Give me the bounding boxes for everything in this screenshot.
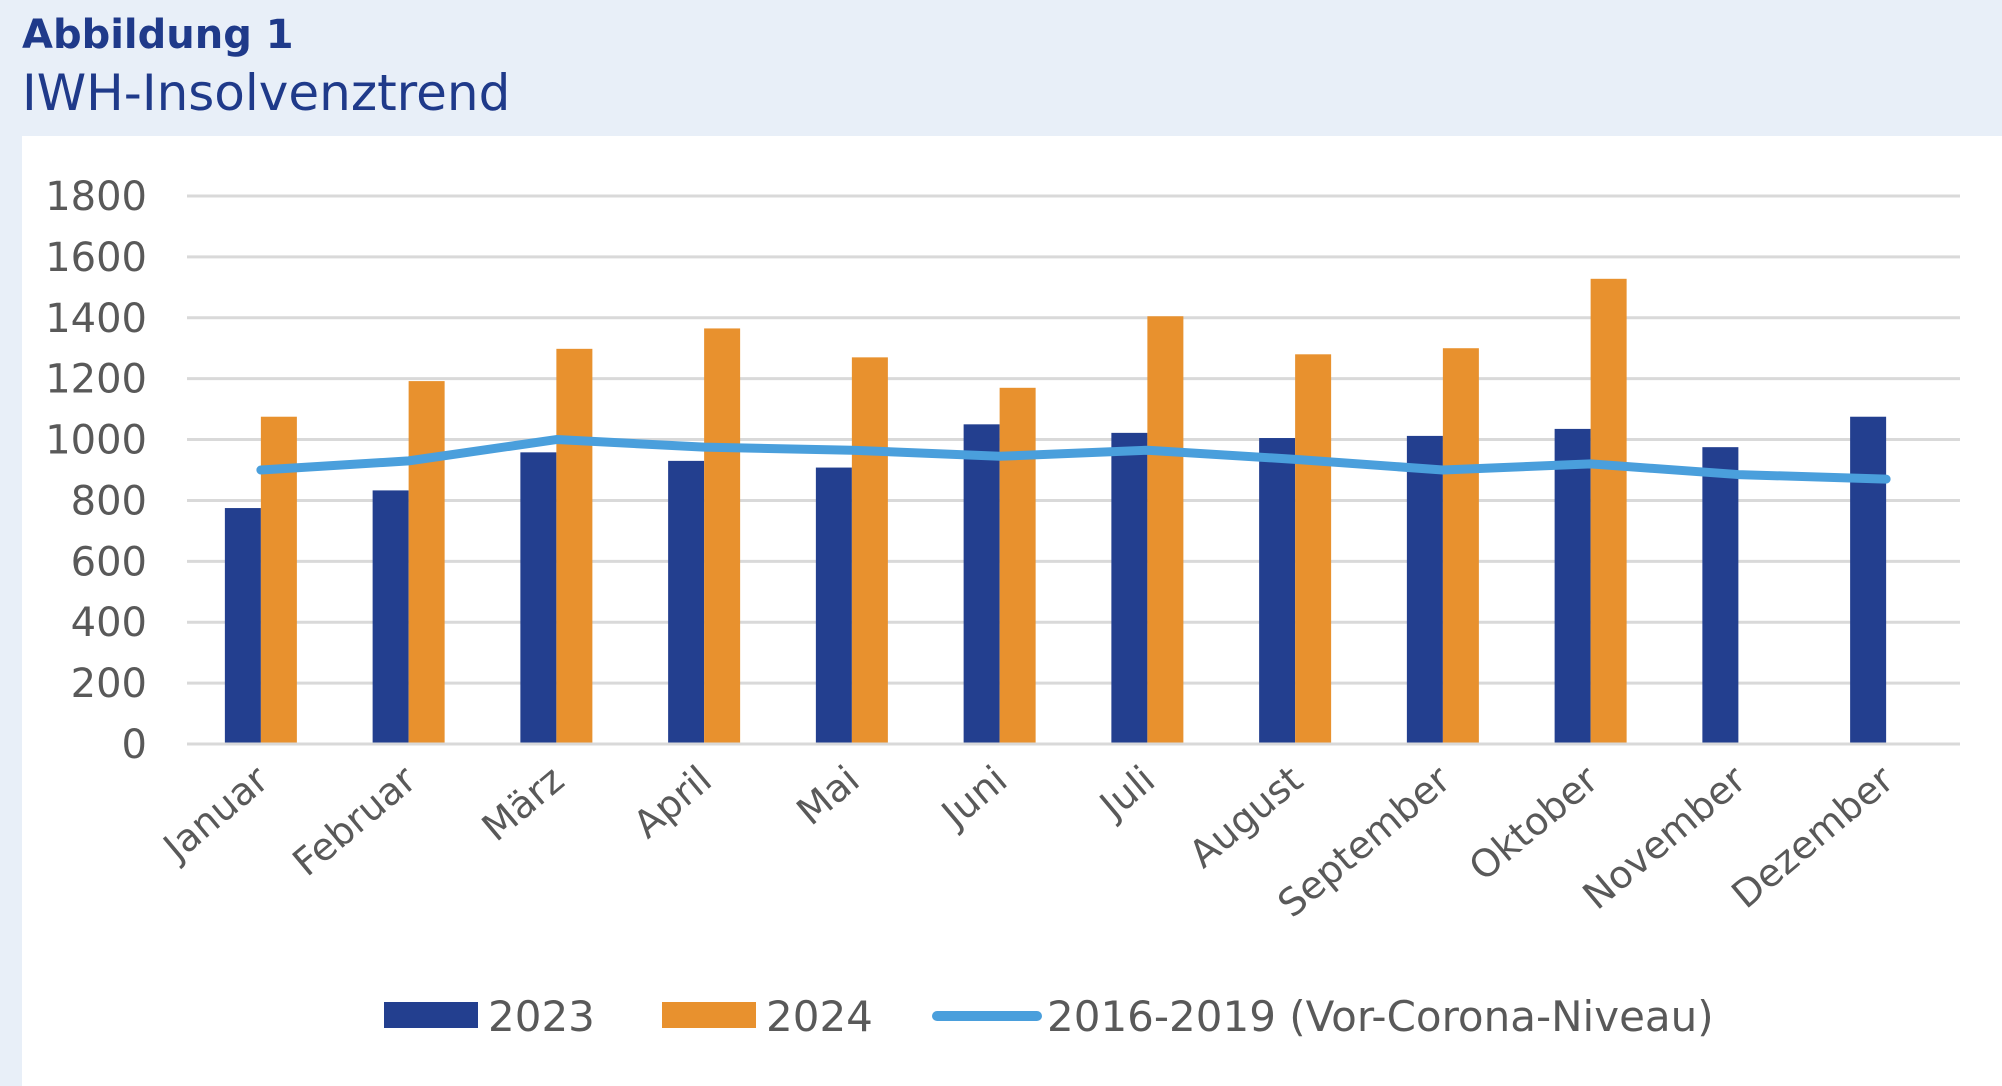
insolvency-chart: 0 200 400 600 800 1000 1200 1400 1600 1800 Januar F… bbox=[45, 174, 1960, 1041]
bar-2023-september bbox=[1406, 435, 1443, 744]
legend-label: 2024 bbox=[766, 992, 873, 1041]
bar-2023-januar bbox=[224, 508, 261, 744]
y-tick-label: 0 bbox=[122, 722, 147, 768]
x-tick-label: Februar bbox=[284, 757, 424, 885]
line-series-vor-corona bbox=[256, 435, 1891, 484]
bar-2023-dezember bbox=[1850, 416, 1887, 744]
y-tick-label: 600 bbox=[71, 539, 147, 585]
bar-2023-juni bbox=[963, 424, 1000, 744]
bar-2024-märz bbox=[556, 348, 593, 744]
x-tick-label: Oktober bbox=[1461, 757, 1607, 889]
x-tick-label: November bbox=[1574, 757, 1754, 918]
figure-header: Abbildung 1 IWH-Insolvenztrend bbox=[0, 0, 2002, 136]
bar-2023-november bbox=[1702, 447, 1739, 744]
bar-2024-juli bbox=[1147, 316, 1184, 744]
x-tick-label: Mai bbox=[788, 757, 867, 834]
bar-2023-februar bbox=[372, 490, 409, 744]
bar-2024-juni bbox=[999, 387, 1036, 744]
bar-2024-oktober bbox=[1590, 278, 1627, 744]
y-tick-label: 400 bbox=[71, 600, 147, 646]
y-tick-label: 1000 bbox=[45, 418, 147, 464]
y-tick-label: 1200 bbox=[45, 357, 147, 403]
chart-panel: 0 200 400 600 800 1000 1200 1400 1600 1800 Januar F… bbox=[22, 136, 2002, 1086]
bar-2023-april bbox=[668, 460, 705, 744]
x-tick-label: April bbox=[625, 757, 720, 847]
bar-2024-februar bbox=[408, 381, 445, 744]
x-tick-label: Januar bbox=[154, 757, 277, 870]
bar-2023-august bbox=[1259, 438, 1296, 744]
bar-2023-juli bbox=[1111, 432, 1148, 744]
bar-2024-august bbox=[1295, 354, 1332, 744]
y-tick-label: 200 bbox=[71, 661, 147, 707]
legend-swatch-2023 bbox=[384, 1002, 478, 1028]
figure-label: Abbildung 1 bbox=[22, 12, 294, 58]
y-tick-label: 1600 bbox=[45, 235, 147, 281]
legend-label: 2023 bbox=[488, 992, 595, 1041]
x-tick-label: März bbox=[474, 757, 572, 850]
x-tick-label: Dezember bbox=[1723, 757, 1902, 917]
bar-2023-oktober bbox=[1554, 428, 1591, 744]
y-tick-label: 800 bbox=[71, 478, 147, 524]
x-tick-label: Juni bbox=[932, 757, 1015, 837]
bar-2023-märz bbox=[520, 452, 557, 744]
y-tick-label: 1400 bbox=[45, 296, 147, 342]
bar-2024-april bbox=[704, 328, 741, 744]
x-tick-label: August bbox=[1181, 757, 1311, 876]
y-tick-label: 1800 bbox=[45, 174, 147, 220]
legend-swatch-2024 bbox=[662, 1002, 756, 1028]
bar-2024-september bbox=[1442, 348, 1479, 744]
figure-title: IWH-Insolvenztrend bbox=[22, 64, 511, 122]
bar-2024-mai bbox=[851, 357, 888, 744]
bar-2023-mai bbox=[815, 467, 852, 744]
x-tick-label: Juli bbox=[1090, 757, 1163, 828]
legend-label: 2016-2019 (Vor-Corona-Niveau) bbox=[1047, 992, 1714, 1041]
